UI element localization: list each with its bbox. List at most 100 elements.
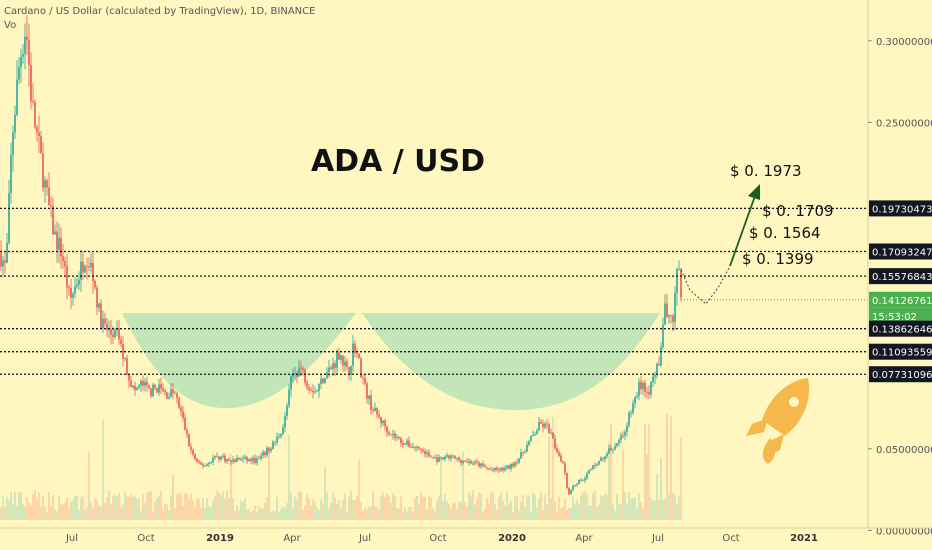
candle-body bbox=[298, 367, 300, 377]
candle-body bbox=[294, 373, 296, 374]
volume-bar bbox=[160, 490, 162, 520]
volume-bar bbox=[550, 497, 552, 520]
volume-bar bbox=[38, 492, 40, 520]
rocket-icon bbox=[746, 378, 810, 464]
candle-body bbox=[278, 436, 280, 438]
candle-body bbox=[110, 329, 112, 335]
candle-body bbox=[248, 459, 250, 461]
volume-bar bbox=[268, 447, 270, 520]
volume-bar bbox=[420, 492, 422, 520]
candle-body bbox=[6, 242, 8, 263]
volume-bar bbox=[598, 504, 600, 520]
volume-bar bbox=[620, 504, 622, 520]
volume-bar bbox=[650, 497, 652, 520]
candle-body bbox=[230, 460, 232, 462]
candle-body bbox=[680, 268, 682, 298]
volume-bar bbox=[248, 508, 250, 520]
volume-bar bbox=[2, 495, 4, 520]
candle-body bbox=[512, 463, 514, 467]
candle-body bbox=[342, 355, 344, 366]
candle-body bbox=[568, 487, 570, 495]
volume-bar bbox=[324, 466, 326, 520]
candle-body bbox=[654, 375, 656, 377]
volume-bar bbox=[270, 511, 272, 520]
volume-bar bbox=[360, 502, 362, 520]
candle-body bbox=[470, 461, 472, 464]
candle-body bbox=[672, 315, 674, 322]
volume-bar bbox=[560, 508, 562, 520]
volume-bar bbox=[424, 496, 426, 520]
candle-body bbox=[406, 440, 408, 444]
volume-bar bbox=[532, 492, 534, 520]
volume-bar bbox=[654, 500, 656, 520]
candle-body bbox=[142, 380, 144, 386]
candle-body bbox=[650, 381, 652, 395]
candle-body bbox=[20, 56, 22, 67]
candle-body bbox=[486, 467, 488, 469]
candle-body bbox=[306, 382, 308, 388]
candle-body bbox=[634, 397, 636, 404]
volume-bar bbox=[538, 498, 540, 520]
volume-bar bbox=[204, 508, 206, 520]
candle-body bbox=[106, 323, 108, 330]
volume-bar bbox=[636, 508, 638, 520]
candle-body bbox=[160, 384, 162, 389]
volume-indicator-label[interactable]: Vo bbox=[4, 20, 17, 31]
volume-bar bbox=[460, 502, 462, 520]
price-level-label: 0.15576843 bbox=[872, 272, 932, 283]
candle-body bbox=[136, 387, 138, 391]
candle-body bbox=[642, 382, 644, 390]
volume-bar bbox=[140, 510, 142, 520]
volume-bar bbox=[82, 496, 84, 520]
volume-bar bbox=[64, 502, 66, 520]
volume-bar bbox=[390, 502, 392, 520]
volume-bar bbox=[466, 506, 468, 520]
volume-bar bbox=[432, 507, 434, 520]
volume-bar bbox=[96, 499, 98, 520]
y-tick-label: 0.25000000 bbox=[876, 118, 932, 129]
volume-bar bbox=[184, 493, 186, 520]
candle-body bbox=[34, 102, 36, 128]
x-tick-label: Apr bbox=[575, 533, 593, 544]
volume-bar bbox=[244, 498, 246, 520]
volume-bar bbox=[450, 509, 452, 520]
candle-body bbox=[678, 268, 680, 270]
volume-bar bbox=[436, 500, 438, 520]
candle-body bbox=[632, 403, 634, 413]
candle-body bbox=[528, 440, 530, 445]
volume-bar bbox=[78, 510, 80, 520]
volume-bar bbox=[290, 491, 292, 520]
volume-bar bbox=[328, 508, 330, 520]
candle-body bbox=[200, 462, 202, 465]
candle-body bbox=[382, 420, 384, 424]
candle-body bbox=[194, 454, 196, 459]
volume-bar bbox=[86, 507, 88, 520]
volume-bar bbox=[414, 498, 416, 520]
candle-body bbox=[670, 315, 672, 316]
candle-body bbox=[644, 382, 646, 392]
candle-body bbox=[112, 334, 114, 338]
volume-bar bbox=[200, 507, 202, 520]
price-level-tag bbox=[869, 320, 932, 337]
candle-body bbox=[404, 443, 406, 445]
volume-bar bbox=[100, 506, 102, 520]
volume-bar bbox=[590, 505, 592, 520]
volume-bar bbox=[494, 503, 496, 520]
volume-bar bbox=[212, 501, 214, 520]
candle-body bbox=[134, 385, 136, 391]
candle-body bbox=[318, 383, 320, 391]
volume-bar bbox=[364, 507, 366, 520]
candle-body bbox=[400, 438, 402, 444]
volume-bar bbox=[446, 501, 448, 520]
volume-bar bbox=[500, 493, 502, 520]
candle-body bbox=[578, 480, 580, 484]
candle-body bbox=[212, 457, 214, 463]
candle-body bbox=[168, 397, 170, 399]
volume-bar bbox=[638, 493, 640, 520]
volume-bar bbox=[150, 491, 152, 520]
volume-bar bbox=[512, 511, 514, 520]
volume-bar bbox=[308, 498, 310, 520]
candle-body bbox=[332, 363, 334, 369]
candle-body bbox=[436, 457, 438, 462]
